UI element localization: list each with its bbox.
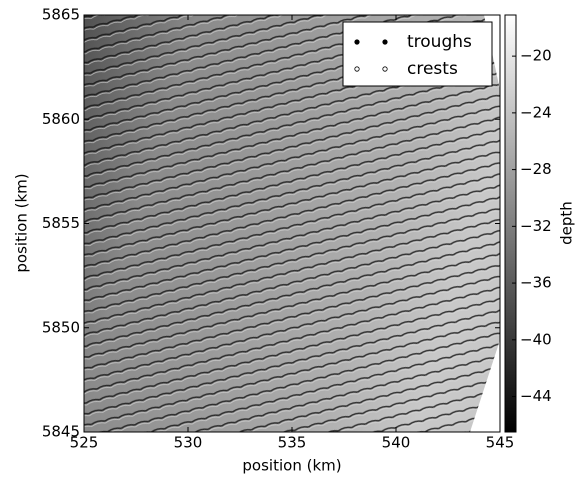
y-tick-label: 5860 [42, 110, 80, 128]
y-tick-label: 5865 [42, 6, 80, 24]
colorbar-tick-label: −36 [520, 274, 552, 292]
y-tick-label: 5850 [42, 318, 80, 336]
legend-marker [354, 66, 360, 72]
colorbar-tick-label: −24 [520, 103, 552, 121]
legend-marker [382, 66, 388, 72]
legend-marker [382, 39, 388, 45]
x-tick-label: 530 [174, 434, 203, 452]
colorbar-tick-label: −20 [520, 47, 552, 65]
colorbar [504, 14, 517, 433]
x-tick-label: 540 [382, 434, 411, 452]
colorbar-tick-label: −44 [520, 387, 552, 405]
y-axis-label: position (km) [13, 173, 31, 272]
x-tick-label: 535 [278, 434, 307, 452]
colorbar-tick-label: −40 [520, 330, 552, 348]
legend-label: crests [407, 59, 458, 79]
y-tick-label: 5855 [42, 214, 80, 232]
legend [342, 21, 493, 87]
legend-label: troughs [407, 32, 472, 52]
y-tick-label: 5845 [42, 423, 80, 441]
x-tick-label: 525 [70, 434, 99, 452]
colorbar-label: depth [558, 201, 576, 245]
x-tick-label: 545 [486, 434, 515, 452]
colorbar-tick-label: −28 [520, 160, 552, 178]
x-axis-label: position (km) [242, 457, 341, 475]
colorbar-tick-label: −32 [520, 217, 552, 235]
legend-marker [354, 39, 360, 45]
